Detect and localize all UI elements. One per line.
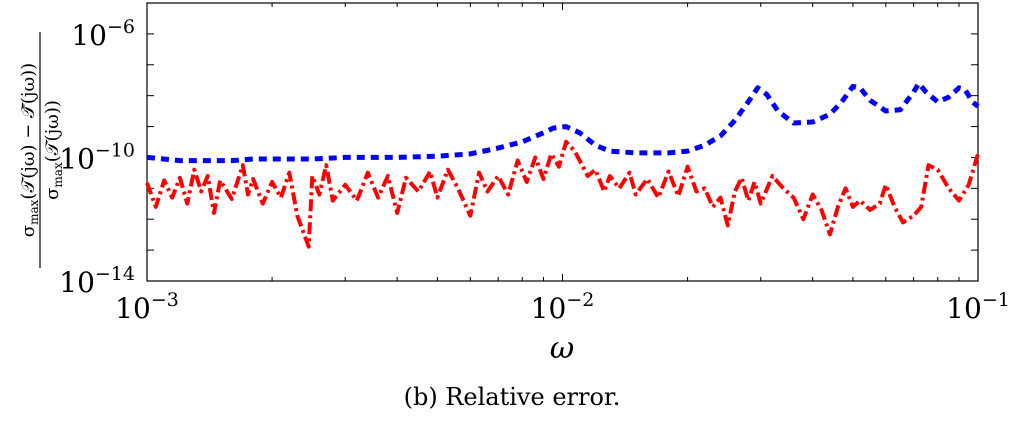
y-tick-label: 10−10 (59, 139, 135, 175)
plot-area-frame (146, 2, 979, 282)
series-1-line (146, 80, 980, 164)
figure-caption: (b) Relative error. (403, 383, 621, 411)
y-axis-label: σmax(𝒯(jω) − 𝒯̂(jω)) σmax(𝒯(jω)) (18, 32, 65, 268)
svg-text:σmax(𝒯(jω)): σmax(𝒯(jω)) (42, 100, 65, 200)
svg-text:σmax(𝒯(jω) − 𝒯̂(jω)): σmax(𝒯(jω) − 𝒯̂(jω)) (18, 63, 41, 237)
minor-ticks (146, 2, 978, 282)
series-layer (145, 80, 980, 249)
x-axis-label: ω (550, 331, 574, 366)
relative-error-chart: 10−3 10−2 10−1 10−6 10−10 10−14 ω σmax(𝒯(jω) … (18, 2, 1010, 366)
x-tick-label: 10−2 (531, 289, 595, 325)
tick-labels: 10−3 10−2 10−1 10−6 10−10 10−14 (59, 16, 1010, 325)
y-tick-label: 10−6 (71, 16, 135, 52)
y-tick-label: 10−14 (59, 263, 135, 299)
series-2-line (145, 139, 980, 249)
x-tick-label: 10−1 (946, 289, 1010, 325)
x-tick-label: 10−3 (115, 289, 179, 325)
